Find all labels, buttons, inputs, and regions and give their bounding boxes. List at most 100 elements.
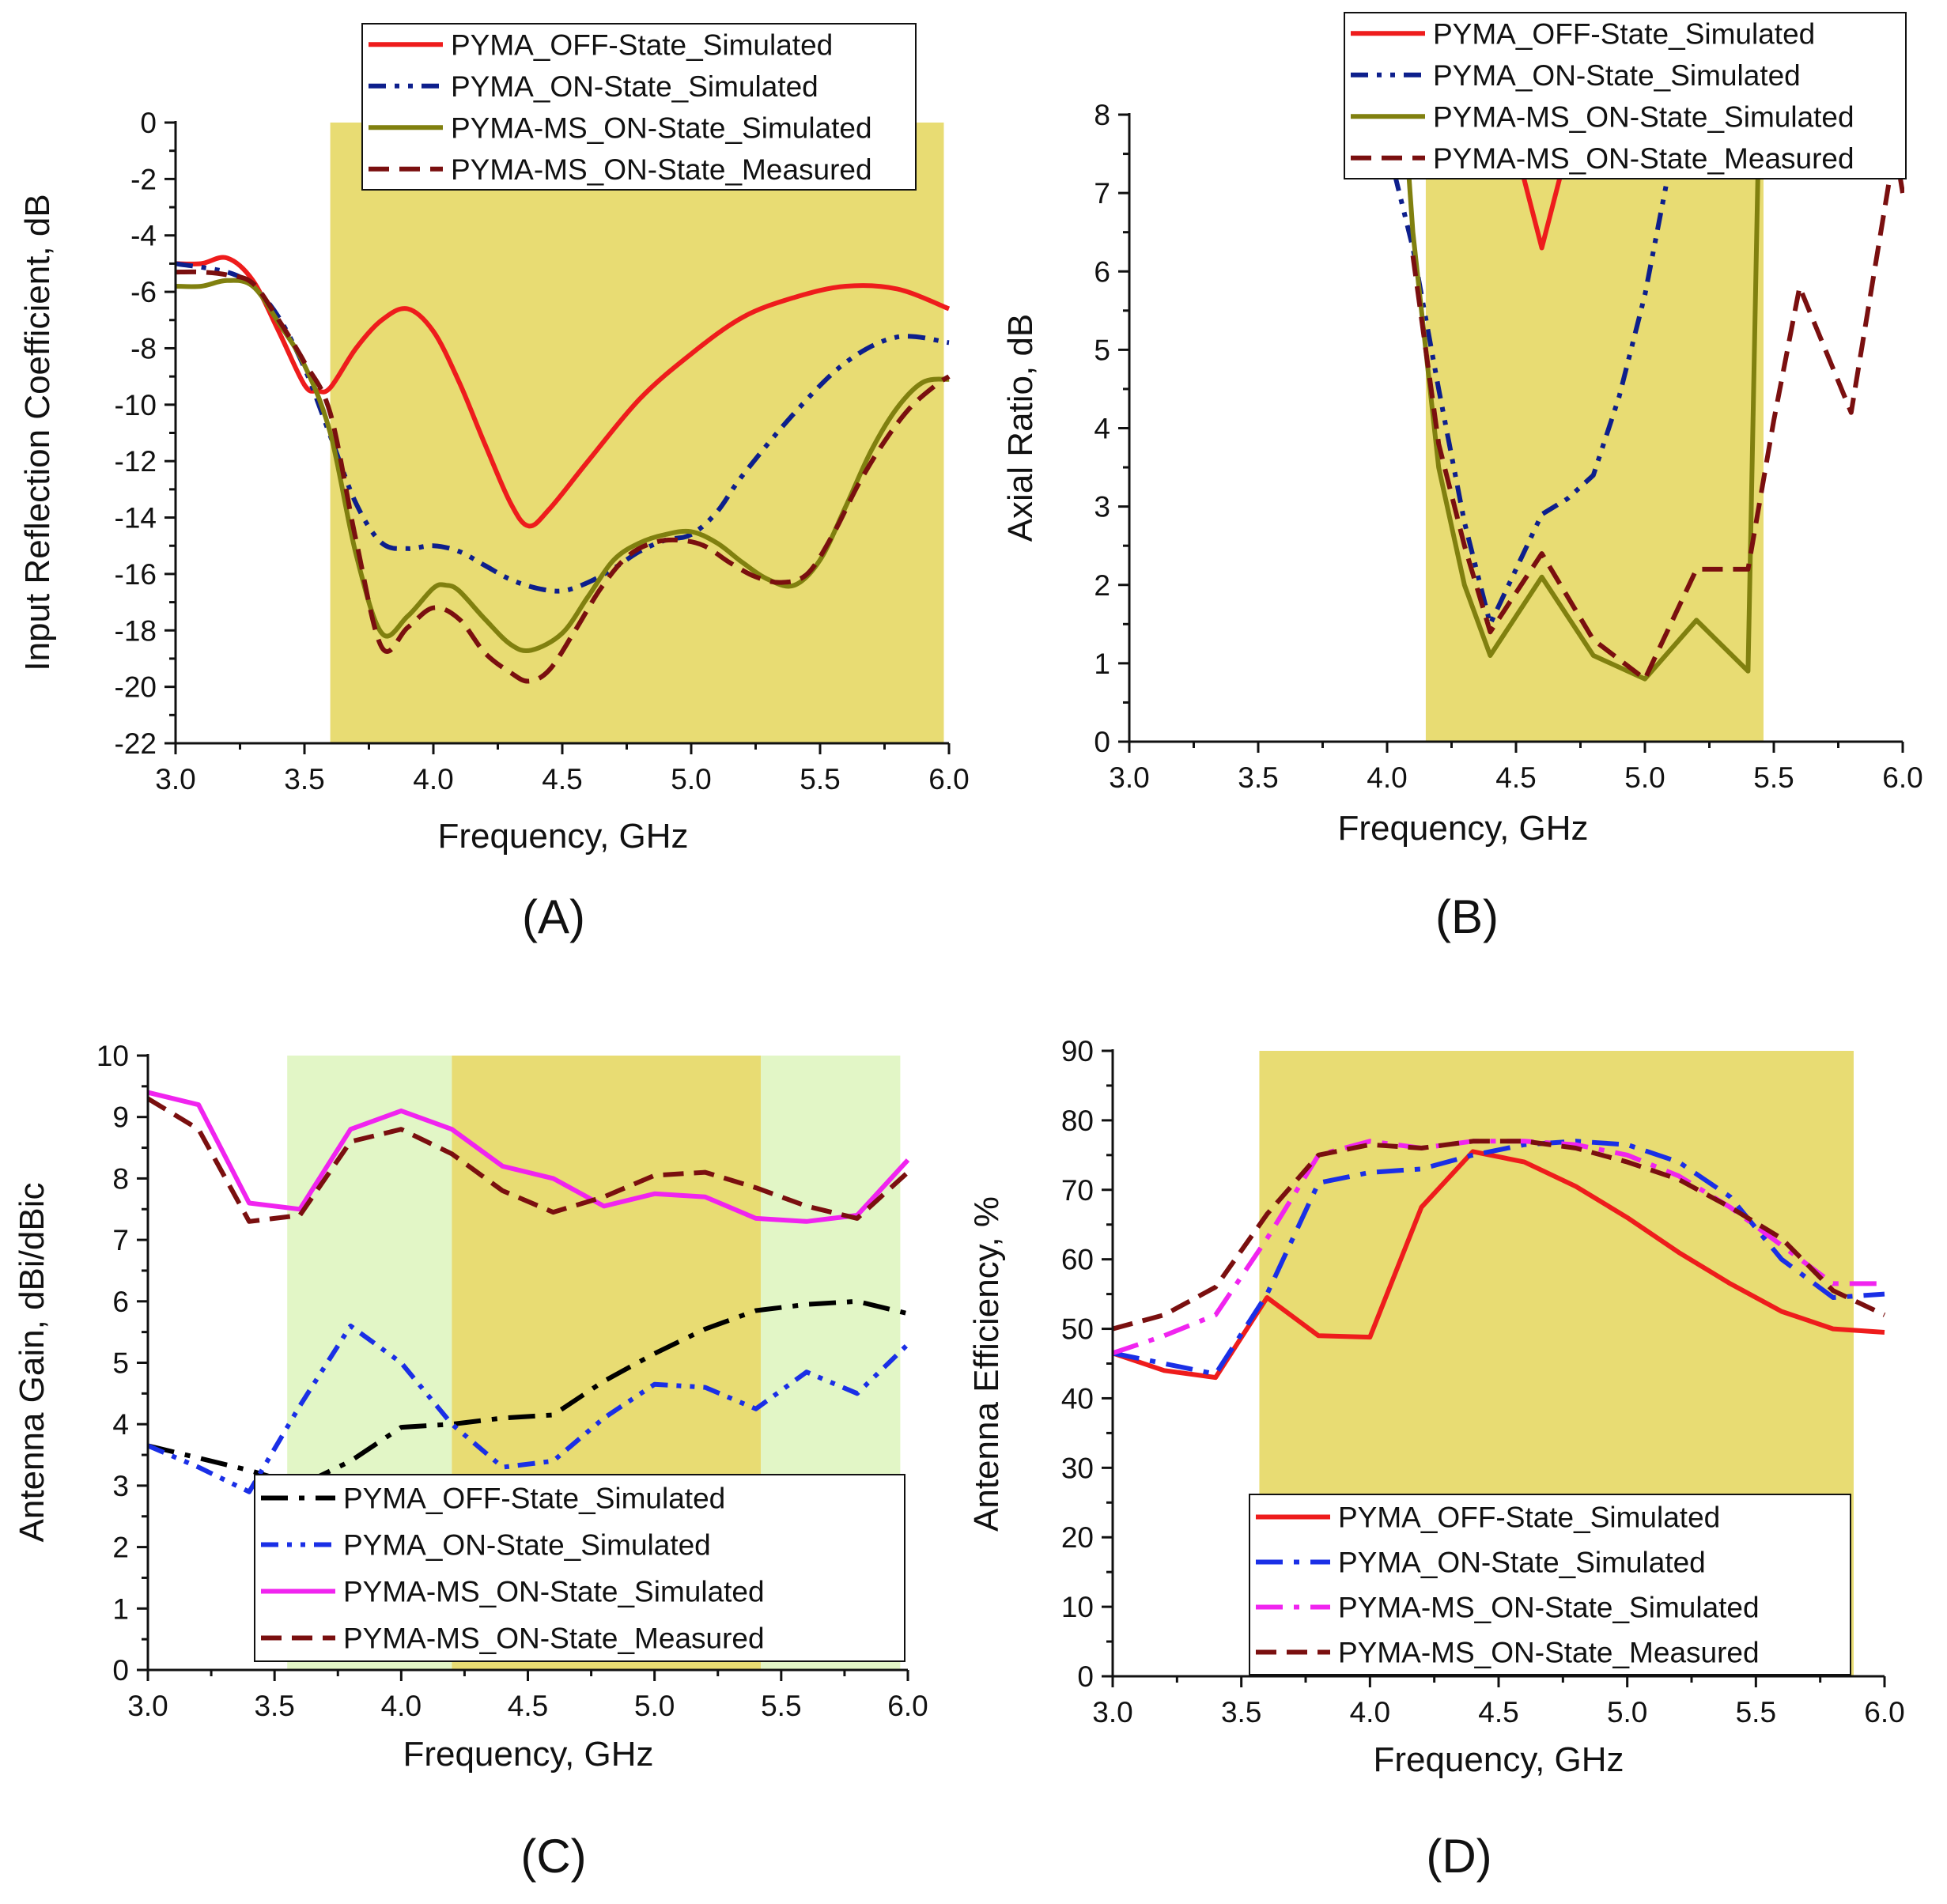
y-tick-label: -14 [115,502,157,535]
y-tick-label: -6 [130,276,157,308]
y-axis-title: Input Reflection Coefficient, dB [18,194,57,671]
legend-label: PYMA-MS_ON-State_Simulated [1433,100,1854,133]
y-tick-label: 50 [1061,1313,1094,1346]
y-tick-label: -8 [130,332,157,365]
x-tick-label: 3.5 [1238,761,1278,794]
chart-d: 3.0 3.5 4.0 4.5 5.0 5.5 6.0 0 10 20 30 40 50 60 70 80 90… [967,1035,1905,1883]
y-axis-title: Antenna Gain, dBi/dBic [13,1183,51,1543]
legend-label: PYMA_ON-State_Simulated [1338,1547,1706,1579]
y-tick-label: 1 [112,1592,129,1625]
band-shade [1425,115,1764,742]
y-axis-title: Axial Ratio, dB [1001,314,1040,542]
x-tick-label: 3.0 [1109,761,1149,794]
x-tick-label: 3.0 [1092,1696,1132,1728]
chart-b: 3.0 3.5 4.0 4.5 5.0 5.5 6.0 0 1 2 3 4 5 6 7 8 Frequency,… [1001,12,1923,943]
y-tick-label: -2 [130,163,157,195]
y-tick-label: 3 [112,1470,129,1502]
x-tick-label: 3.5 [284,763,324,795]
legend-box [1344,12,1907,179]
series-line [176,269,951,684]
series-line [1113,1139,1885,1377]
x-tick-label: 4.0 [1350,1696,1390,1728]
y-tick-label: 7 [1094,177,1110,210]
legend-box [1249,1494,1851,1675]
legend-box [254,1474,905,1662]
x-tick-label: 5.5 [800,763,840,795]
y-tick-label: 10 [1061,1591,1094,1623]
panel-caption: (B) [1435,890,1499,943]
legend: PYMA_OFF-State_Simulated PYMA_ON-State_Si… [1249,1494,1851,1675]
chart-a: 3.0 3.5 4.0 4.5 5.0 5.5 6.0 0 -2 -4 -6 -8 -10 -12 -14 -… [18,23,970,943]
x-tick-label: 6.0 [1864,1696,1904,1728]
y-tick-label: 70 [1061,1174,1094,1207]
x-tick-label: 3.5 [254,1690,294,1722]
y-tick-label: 10 [96,1040,129,1072]
legend-label: PYMA-MS_ON-State_Simulated [343,1576,765,1608]
y-tick-label: -20 [115,671,157,704]
x-tick-label: 4.5 [1495,761,1536,794]
x-tick-label: 5.5 [1736,1696,1776,1728]
y-tick-label: 8 [1094,99,1110,131]
y-tick-label: -4 [130,220,157,252]
series-line [148,1096,909,1224]
x-tick-label: 3.0 [155,763,195,795]
x-tick-label: 4.5 [508,1690,548,1722]
y-axis-title: Antenna Efficiency, % [967,1196,1006,1532]
x-tick-label: 4.0 [381,1690,422,1722]
series-line [1113,1139,1886,1332]
x-axis-title: Frequency, GHz [403,1735,653,1774]
x-tick-label: 4.5 [542,763,582,795]
y-tick-label: 0 [112,1654,129,1687]
legend-label: PYMA-MS_ON-State_Measured [343,1623,765,1655]
x-tick-label: 3.5 [1221,1696,1261,1728]
x-axis-title: Frequency, GHz [1337,809,1588,848]
legend-label: PYMA_OFF-State_Simulated [1338,1502,1720,1534]
legend: PYMA_OFF-State_Simulated PYMA_ON-State_Si… [361,23,917,191]
x-tick-label: 4.5 [1478,1696,1518,1728]
x-tick-label: 5.0 [1624,761,1665,794]
legend-label: PYMA_ON-State_Simulated [1433,59,1801,92]
y-tick-label: 30 [1061,1452,1094,1484]
x-tick-label: 5.5 [1753,761,1794,794]
y-tick-label: 4 [1094,413,1110,445]
x-axis-title: Frequency, GHz [437,817,688,856]
legend: PYMA_OFF-State_Simulated PYMA_ON-State_Si… [254,1474,905,1662]
legend-label: PYMA-MS_ON-State_Simulated [451,111,872,144]
y-tick-label: 1 [1094,648,1110,680]
y-tick-label: 5 [112,1347,129,1380]
x-axis-title: Frequency, GHz [1373,1740,1624,1779]
series-line [148,1323,909,1494]
x-tick-label: 5.0 [671,763,711,795]
legend-label: PYMA-MS_ON-State_Measured [1338,1637,1760,1669]
y-tick-label: -18 [115,614,157,647]
y-tick-label: 90 [1061,1035,1094,1067]
x-tick-label: 5.5 [761,1690,801,1722]
x-tick-label: 4.0 [413,763,453,795]
y-tick-label: 4 [112,1408,129,1441]
series-line [1379,111,1682,627]
x-tick-label: 4.0 [1367,761,1407,794]
legend-box [361,23,917,191]
y-tick-label: 80 [1061,1105,1094,1137]
y-tick-label: 8 [112,1162,129,1195]
y-tick-label: 5 [1094,334,1110,366]
y-tick-label: -16 [115,558,157,591]
chart-c: 3.0 3.5 4.0 4.5 5.0 5.5 6.0 0 1 2 3 4 5 6 7 8 9 10 Frequen… [13,1040,928,1883]
y-tick-label: 9 [112,1101,129,1134]
x-tick-label: 6.0 [1882,761,1922,794]
series-line [176,255,951,529]
y-tick-label: 2 [1094,569,1110,602]
series-line [148,1090,909,1224]
x-tick-label: 5.0 [634,1690,675,1722]
legend-label: PYMA_ON-State_Simulated [343,1529,711,1562]
y-tick-label: 60 [1061,1244,1094,1276]
x-tick-label: 6.0 [887,1690,928,1722]
legend: PYMA_OFF-State_Simulated PYMA_ON-State_Si… [1344,12,1907,179]
y-tick-label: 0 [1094,726,1110,758]
series-line [1410,143,1904,682]
y-tick-label: 40 [1061,1382,1094,1415]
y-tick-label: 3 [1094,491,1110,523]
x-tick-label: 6.0 [928,763,969,795]
legend-label: PYMA_ON-State_Simulated [451,70,818,103]
